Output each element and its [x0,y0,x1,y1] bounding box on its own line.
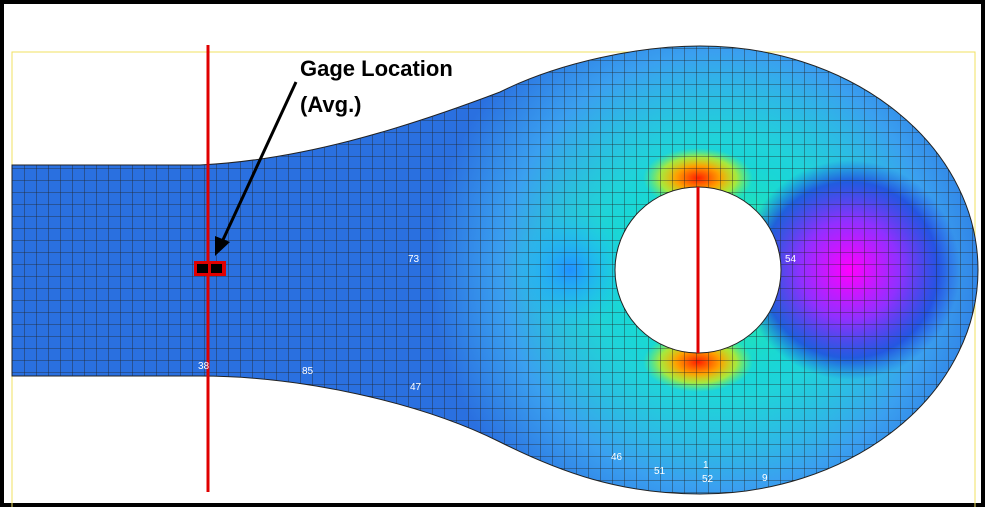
node-label: 73 [408,254,420,265]
fea-view: Gage Location (Avg.) 73 54 38 85 47 46 51 52 1 9 8… [0,0,985,507]
node-label: 51 [654,466,666,477]
node-label: 82 [918,408,930,419]
node-label: 52 [702,474,714,485]
node-label: 85 [302,366,314,377]
node-label: 47 [410,382,422,393]
node-label: 1 [703,460,709,471]
node-label: 46 [611,452,623,463]
node-label: 38 [198,361,210,372]
node-label: 54 [785,254,797,265]
node-label: 9 [762,473,768,484]
gage-element [211,264,222,273]
page: Gage Location (Avg.) 73 54 38 85 47 46 51 52 1 9 8… [0,0,985,507]
annotation: (Avg.) [300,92,362,117]
gage-element [197,264,208,273]
annotation: Gage Location [300,56,453,81]
